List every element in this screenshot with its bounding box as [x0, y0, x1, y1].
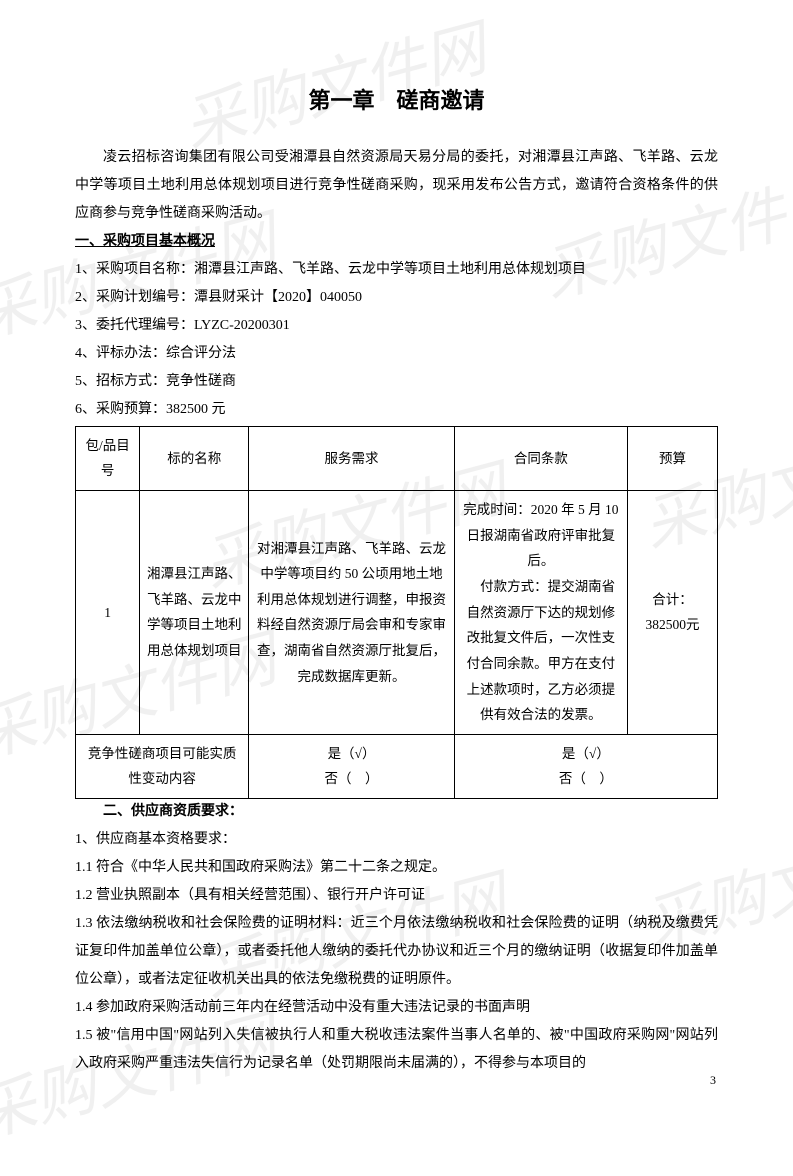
- variation-label: 竞争性磋商项目可能实质性变动内容: [76, 734, 249, 798]
- plan-number: 2、采购计划编号：潭县财采计【2020】040050: [75, 284, 718, 312]
- bid-method: 5、招标方式：竞争性磋商: [75, 368, 718, 396]
- variation-contract: 是（√） 否（ ）: [454, 734, 717, 798]
- req-1-3: 1.3 依法缴纳税收和社会保险费的证明材料：近三个月依法缴纳税收和社会保险费的证…: [75, 910, 718, 994]
- chapter-title: 第一章 磋商邀请: [75, 80, 718, 122]
- eval-method: 4、评标办法：综合评分法: [75, 340, 718, 368]
- cell-requirement: 对湘潭县江声路、飞羊路、云龙中学等项目约 50 公顷用地土地利用总体规划进行调整…: [249, 491, 454, 735]
- header-contract: 合同条款: [454, 426, 627, 490]
- cell-project-name: 湘潭县江声路、飞羊路、云龙中学等项目土地利用总体规划项目: [140, 491, 249, 735]
- no-option: 否（ ）: [255, 766, 447, 792]
- page-number: 3: [710, 1069, 716, 1092]
- intro-paragraph: 凌云招标咨询集团有限公司受湘潭县自然资源局天易分局的委托，对湘潭县江声路、飞羊路…: [75, 144, 718, 228]
- yes-option: 是（√）: [461, 741, 711, 767]
- table-row-variation: 竞争性磋商项目可能实质性变动内容 是（√） 否（ ） 是（√） 否（ ）: [76, 734, 718, 798]
- header-budget: 预算: [628, 426, 718, 490]
- req-1-2: 1.2 营业执照副本（具有相关经营范围）、银行开户许可证: [75, 882, 718, 910]
- cell-package-no: 1: [76, 491, 140, 735]
- budget-table: 包/品目号 标的名称 服务需求 合同条款 预算 1 湘潭县江声路、飞羊路、云龙中…: [75, 426, 718, 799]
- req-1-5: 1.5 被"信用中国"网站列入失信被执行人和重大税收违法案件当事人名单的、被"中…: [75, 1022, 718, 1078]
- budget: 6、采购预算：382500 元: [75, 396, 718, 424]
- agent-number: 3、委托代理编号：LYZC-20200301: [75, 312, 718, 340]
- project-name: 1、采购项目名称：湘潭县江声路、飞羊路、云龙中学等项目土地利用总体规划项目: [75, 256, 718, 284]
- cell-contract: 完成时间：2020 年 5 月 10日报湖南省政府评审批复后。 付款方式：提交湖…: [454, 491, 627, 735]
- table-header-row: 包/品目号 标的名称 服务需求 合同条款 预算: [76, 426, 718, 490]
- cell-budget: 合计：382500元: [628, 491, 718, 735]
- header-requirement: 服务需求: [249, 426, 454, 490]
- header-package: 包/品目号: [76, 426, 140, 490]
- section1-heading: 一、采购项目基本概况: [75, 228, 718, 256]
- req-1-4: 1.4 参加政府采购活动前三年内在经营活动中没有重大违法记录的书面声明: [75, 994, 718, 1022]
- section2-heading: 二、供应商资质要求：: [75, 799, 718, 826]
- header-name: 标的名称: [140, 426, 249, 490]
- yes-option: 是（√）: [255, 741, 447, 767]
- table-row: 1 湘潭县江声路、飞羊路、云龙中学等项目土地利用总体规划项目 对湘潭县江声路、飞…: [76, 491, 718, 735]
- req-1-1: 1.1 符合《中华人民共和国政府采购法》第二十二条之规定。: [75, 854, 718, 882]
- no-option: 否（ ）: [461, 766, 711, 792]
- variation-service: 是（√） 否（ ）: [249, 734, 454, 798]
- req-1: 1、供应商基本资格要求：: [75, 826, 718, 854]
